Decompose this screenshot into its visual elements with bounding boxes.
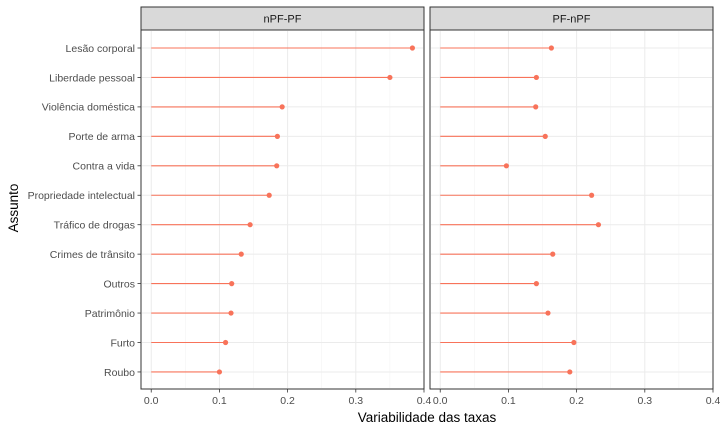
lollipop-point xyxy=(222,339,229,346)
lollipop-point xyxy=(589,192,595,198)
lollipop-point xyxy=(274,163,280,169)
lollipop-point xyxy=(279,104,285,110)
x-tick-label: 0.3 xyxy=(638,395,653,407)
x-tick-label: 0.3 xyxy=(349,395,364,407)
lollipop-point xyxy=(533,281,539,287)
x-axis-title: Variabilidade das taxas xyxy=(358,410,497,425)
y-axis-title: Assunto xyxy=(6,184,21,233)
x-tick-label: 0.0 xyxy=(433,395,448,407)
x-tick-label: 0.2 xyxy=(569,395,584,407)
facet-strip-label: PF-nPF xyxy=(553,14,591,26)
panel-border xyxy=(140,29,425,390)
y-tick-label: Crimes de trânsito xyxy=(50,249,135,261)
lollipop-point xyxy=(533,104,539,110)
panel-background xyxy=(140,29,425,390)
lollipop-point xyxy=(409,45,416,51)
y-tick-label: Contra a vida xyxy=(73,161,136,173)
lollipop-point xyxy=(216,369,223,375)
lollipop-point xyxy=(567,369,573,375)
lollipop-point xyxy=(542,133,548,139)
lollipop-point xyxy=(266,192,272,198)
y-tick-label: Tráfico de drogas xyxy=(54,220,135,232)
y-tick-label: Lesão corporal xyxy=(66,43,135,55)
y-tick-label: Patrimônio xyxy=(85,308,135,320)
lollipop-point xyxy=(274,133,280,139)
y-tick-label: Furto xyxy=(110,337,135,349)
y-tick-label: Porte de arma xyxy=(68,131,135,143)
lollipop-point xyxy=(548,45,554,51)
x-tick-label: 0.0 xyxy=(144,395,159,407)
x-tick-label: 0.1 xyxy=(212,395,227,407)
x-tick-label: 0.1 xyxy=(501,395,516,407)
x-tick-label: 0.2 xyxy=(280,395,295,407)
lollipop-point xyxy=(238,251,244,257)
lollipop-point xyxy=(247,222,253,228)
panel-background xyxy=(429,29,714,390)
y-tick-label: Roubo xyxy=(104,367,135,379)
y-tick-label: Violência doméstica xyxy=(42,102,135,114)
y-tick-label: Propriedade intelectual xyxy=(28,190,135,202)
lollipop-point xyxy=(387,74,393,81)
lollipop-point xyxy=(533,74,539,81)
facet-strip-label: nPF-PF xyxy=(264,14,302,26)
lollipop-point xyxy=(503,163,509,169)
lollipop-point xyxy=(229,281,235,287)
lollipop-point xyxy=(595,222,602,228)
lollipop-point xyxy=(545,310,551,316)
panel-border xyxy=(429,29,714,390)
lollipop-point xyxy=(228,310,234,316)
x-tick-label: 0.4 xyxy=(417,395,432,407)
x-tick-label: 0.4 xyxy=(706,395,720,407)
lollipop-point xyxy=(571,339,577,346)
lollipop-point xyxy=(550,251,556,257)
y-tick-label: Liberdade pessoal xyxy=(49,72,135,84)
y-tick-label: Outros xyxy=(103,278,135,290)
